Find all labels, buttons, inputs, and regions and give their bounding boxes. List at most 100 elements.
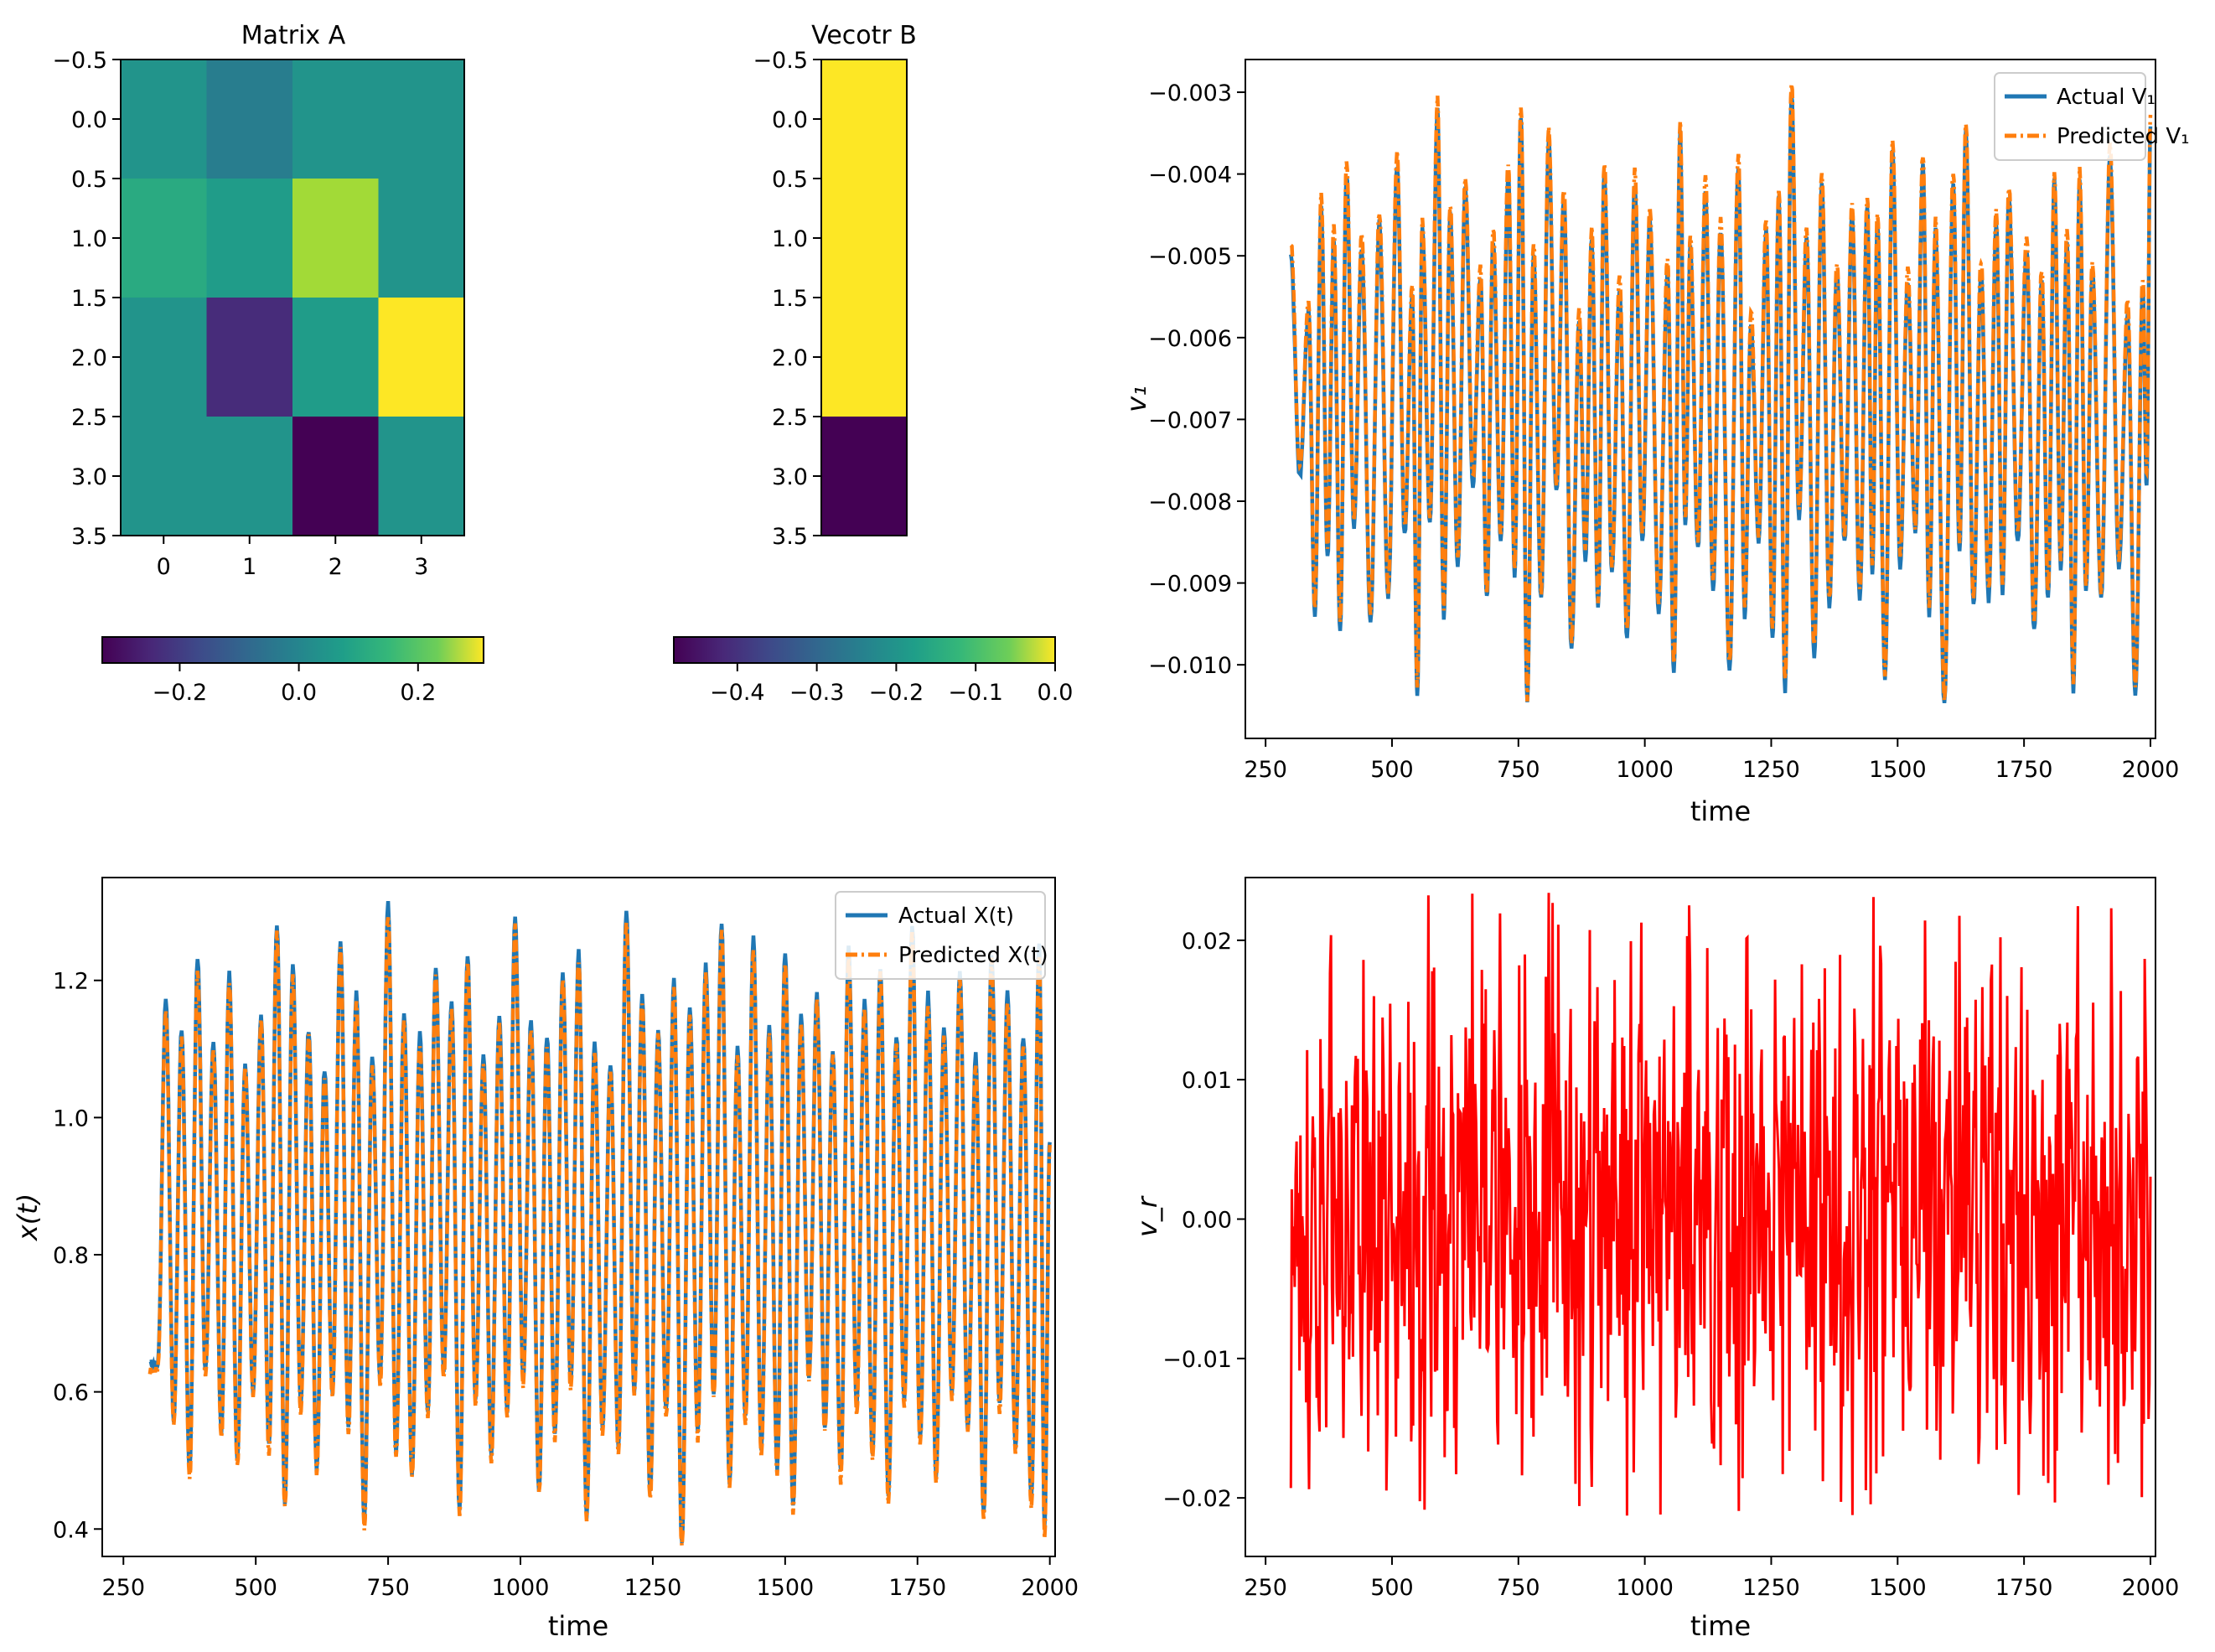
matrix-a-ytick-label: 2.5 <box>71 405 107 431</box>
matrix-a-cell <box>121 417 207 536</box>
matrix-a-colorbar-ticks: −0.2 0.0 0.2 <box>153 663 436 706</box>
xt-ytick-label: 0.8 <box>53 1243 89 1269</box>
v1-ytick-label: −0.007 <box>1148 407 1232 433</box>
matrix-a-ytick-label: 1.0 <box>71 226 107 252</box>
vr-axes-frame <box>1245 877 2156 1557</box>
vector-b-cell <box>821 417 908 536</box>
v1-ticks: 250 500 750 1000 1250 1500 1750 2000 −0.003 −0.00… <box>1148 80 2179 783</box>
v1-ytick-label: −0.006 <box>1148 326 1232 352</box>
vector-b-colorbar-label: −0.1 <box>948 680 1003 706</box>
xt-ytick-label: 1.0 <box>53 1106 89 1132</box>
xt-xtick-label: 500 <box>234 1575 277 1601</box>
xt-ytick-label: 0.4 <box>53 1517 89 1543</box>
matrix-a-cell <box>121 179 207 298</box>
vr-series <box>1289 893 2152 1516</box>
matrix-a-ytick-label: 2.0 <box>71 345 107 371</box>
matrix-a-ytick-label: 1.5 <box>71 286 107 312</box>
xt-y-label: x(t) <box>12 1194 44 1241</box>
xt-plot-area <box>147 900 1052 1546</box>
matrix-a-ytick-label: 3.0 <box>71 464 107 490</box>
v1-x-label: time <box>1690 795 1751 827</box>
matrix-a-cell <box>292 298 379 417</box>
v1-xtick-label: 1750 <box>1995 757 2053 783</box>
legend-predicted-v1: Predicted V₁ <box>2057 124 2190 149</box>
matrix-a-cell <box>206 417 293 536</box>
vr-xtick-label: 750 <box>1497 1575 1540 1601</box>
vector-b-cells <box>821 60 908 536</box>
vr-panel: 250 500 750 1000 1250 1500 1750 2000 0.02 0.01 0.0… <box>1131 877 2180 1642</box>
vector-b-cell <box>821 298 908 417</box>
matrix-a-cell <box>206 60 293 179</box>
xt-legend: Actual X(t) Predicted X(t) <box>835 891 1048 980</box>
matrix-a-cell <box>292 417 379 536</box>
vr-xtick-label: 2000 <box>2122 1575 2180 1601</box>
vr-ytick-label: 0.02 <box>1182 929 1232 955</box>
xt-series-predicted <box>147 917 1052 1546</box>
vr-ytick-label: 0.01 <box>1182 1068 1232 1094</box>
legend-predicted-xt: Predicted X(t) <box>898 943 1048 968</box>
vector-b-ytick-label: 1.5 <box>772 286 808 312</box>
v1-xtick-label: 1500 <box>1869 757 1927 783</box>
xt-xtick-label: 2000 <box>1021 1575 1079 1601</box>
v1-ytick-label: −0.010 <box>1148 653 1232 679</box>
matrix-a-xtick-label: 2 <box>329 554 343 580</box>
vector-b-colorbar-ticks: −0.4 −0.3 −0.2 −0.1 0.0 <box>710 663 1073 706</box>
vector-b-colorbar-label: −0.4 <box>710 680 765 706</box>
matrix-a-xtick-label: 3 <box>414 554 428 580</box>
matrix-a-cell <box>378 60 465 179</box>
v1-axes-frame <box>1245 59 2156 739</box>
v1-ytick-label: −0.009 <box>1148 572 1232 598</box>
vr-x-label: time <box>1690 1610 1751 1642</box>
matrix-a-cell <box>292 60 379 179</box>
vector-b-colorbar-label: −0.3 <box>789 680 845 706</box>
vector-b-ytick-label: 0.5 <box>772 167 808 193</box>
xt-xtick-label: 1250 <box>624 1575 682 1601</box>
xt-xtick-label: 1500 <box>756 1575 814 1601</box>
v1-panel: 250 500 750 1000 1250 1500 1750 2000 −0.003 −0.00… <box>1120 59 2190 827</box>
vector-b-colorbar-label: 0.0 <box>1038 680 1074 706</box>
vr-ytick-label: −0.01 <box>1162 1347 1232 1373</box>
xt-ticks: 250 500 750 1000 1250 1500 1750 2000 0.4 0.6 0.8 1.… <box>53 969 1079 1601</box>
v1-y-label: v₁ <box>1120 386 1152 412</box>
xt-xtick-label: 250 <box>101 1575 145 1601</box>
xt-xtick-label: 1750 <box>888 1575 946 1601</box>
vector-b-ytick-label: 3.5 <box>772 524 808 550</box>
vector-b-yticks: −0.5 0.0 0.5 1.0 1.5 2.0 2.5 3.0 3.5 <box>753 48 821 550</box>
matrix-a-cell <box>121 60 207 179</box>
vector-b-ytick-label: 0.0 <box>772 107 808 133</box>
matrix-a-yticks: −0.5 0.0 0.5 1.0 1.5 2.0 2.5 3.0 3.5 <box>52 48 121 550</box>
matrix-a-ytick-label: 0.0 <box>71 107 107 133</box>
v1-xtick-label: 750 <box>1497 757 1540 783</box>
matrix-a-title: Matrix A <box>241 21 346 50</box>
vr-xtick-label: 500 <box>1370 1575 1414 1601</box>
matrix-a-ytick-label: 0.5 <box>71 167 107 193</box>
xt-axes-frame <box>101 877 1056 1557</box>
v1-series-predicted <box>1289 83 2153 702</box>
vr-xtick-label: 250 <box>1244 1575 1287 1601</box>
vector-b-colorbar <box>673 636 1056 664</box>
matrix-a-xticks: 0 1 2 3 <box>157 536 428 580</box>
vr-xtick-label: 1500 <box>1869 1575 1927 1601</box>
vr-ytick-label: 0.00 <box>1182 1207 1232 1233</box>
matrix-a-cell <box>206 179 293 298</box>
v1-ytick-label: −0.008 <box>1148 489 1232 515</box>
matrix-a-cell <box>378 417 465 536</box>
vr-y-label: v_r <box>1131 1195 1163 1237</box>
matrix-a-xtick-label: 1 <box>242 554 256 580</box>
matrix-a-ytick-label: −0.5 <box>52 48 107 74</box>
vector-b-cell <box>821 179 908 298</box>
matrix-a-colorbar <box>101 636 484 664</box>
vector-b-title: Vecotr B <box>811 21 917 50</box>
legend-actual-v1: Actual V₁ <box>2057 85 2155 110</box>
xt-x-label: time <box>548 1610 608 1642</box>
vr-xtick-label: 1250 <box>1742 1575 1800 1601</box>
legend-actual-xt: Actual X(t) <box>898 904 1014 929</box>
xt-ytick-label: 1.2 <box>53 969 89 995</box>
xt-panel: 250 500 750 1000 1250 1500 1750 2000 0.4 0.6 0.8 1.… <box>12 877 1079 1642</box>
vector-b-cell <box>821 60 908 179</box>
vector-b-ytick-label: 2.5 <box>772 405 808 431</box>
matrix-a-cell <box>121 298 207 417</box>
matrix-a-cell <box>378 179 465 298</box>
xt-ytick-label: 0.6 <box>53 1380 89 1406</box>
v1-xtick-label: 250 <box>1244 757 1287 783</box>
